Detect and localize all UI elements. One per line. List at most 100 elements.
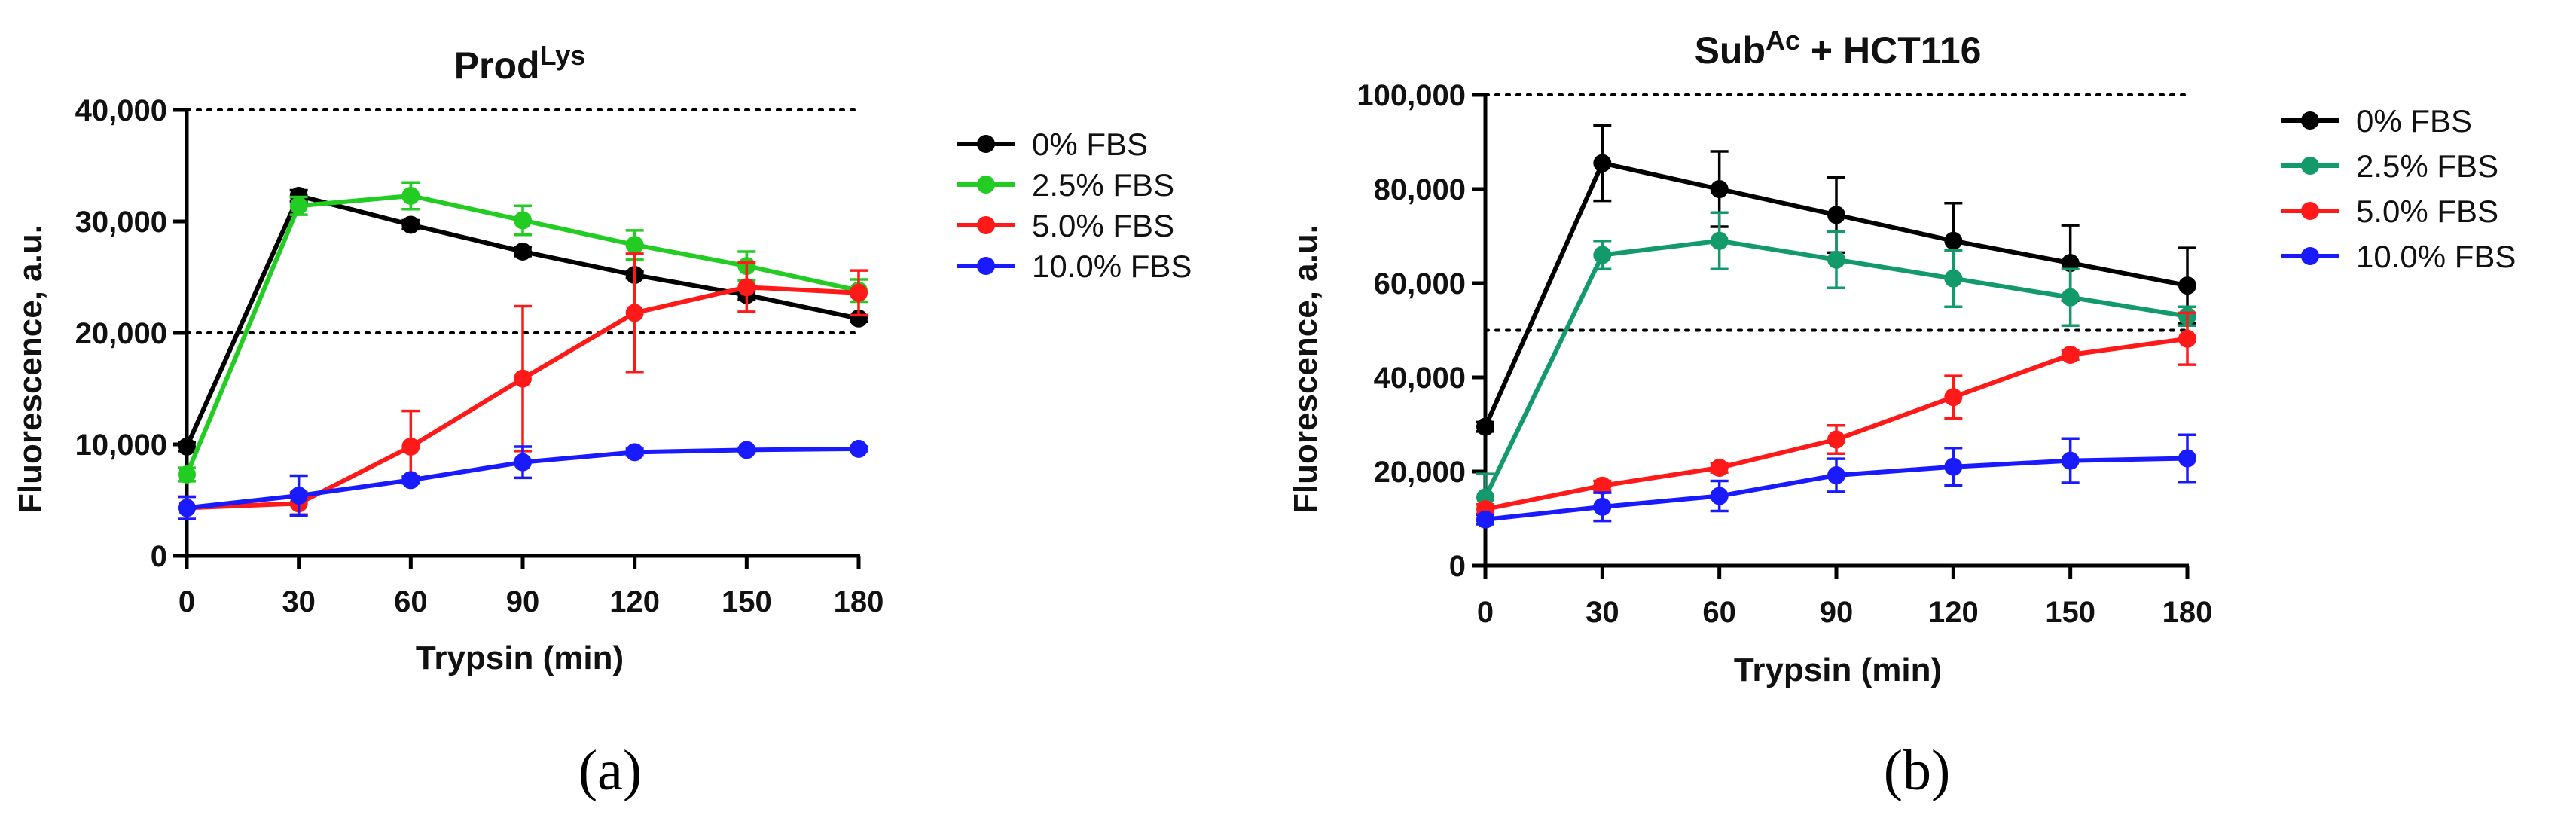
data-point-b-2-6 — [2178, 329, 2196, 348]
data-point-a-2-5 — [737, 278, 756, 297]
legend-item-b-3: 10.0% FBS — [2281, 239, 2516, 274]
legend-marker-a-3 — [977, 257, 995, 275]
data-point-b-0-1 — [1593, 154, 1612, 172]
data-point-b-1-1 — [1593, 246, 1612, 264]
series-b-3 — [1476, 433, 2196, 529]
legend-marker-b-1 — [2301, 157, 2319, 175]
data-point-a-2-2 — [401, 437, 420, 456]
x-tick-label-b-0: 0 — [1477, 596, 1494, 629]
data-point-a-2-6 — [850, 283, 868, 302]
series-a-3 — [178, 439, 868, 520]
legend-label-a-2: 5.0% FBS — [1032, 208, 1174, 243]
panel-label-a: (a) — [578, 739, 642, 802]
y-tick-label-a-1: 10,000 — [75, 429, 167, 462]
title-main-b: Sub — [1695, 29, 1766, 72]
legend-item-a-0: 0% FBS — [957, 127, 1148, 162]
x-tick-label-a-5: 150 — [722, 585, 772, 618]
y-tick-label-a-0: 0 — [151, 540, 167, 573]
y-tick-label-b-1: 20,000 — [1374, 456, 1466, 489]
data-point-a-3-4 — [625, 443, 644, 462]
x-tick-label-a-4: 120 — [609, 585, 660, 618]
data-point-b-0-0 — [1476, 417, 1494, 436]
x-tick-label-a-1: 30 — [282, 585, 316, 618]
data-point-a-3-6 — [850, 439, 868, 458]
y-tick-label-b-5: 100,000 — [1357, 79, 1466, 112]
y-tick-label-b-2: 40,000 — [1374, 362, 1466, 395]
x-tick-label-b-1: 30 — [1586, 596, 1619, 629]
y-tick-label-a-2: 20,000 — [75, 317, 167, 350]
data-point-b-3-2 — [1710, 487, 1729, 505]
data-point-a-2-4 — [625, 304, 644, 322]
data-point-b-3-3 — [1827, 466, 1845, 484]
legend-item-a-2: 5.0% FBS — [957, 208, 1174, 243]
legend-label-b-3: 10.0% FBS — [2356, 239, 2516, 274]
y-tick-label-b-4: 80,000 — [1374, 173, 1466, 206]
y-tick-label-a-3: 30,000 — [75, 206, 167, 239]
panel-label-b: (b) — [1884, 739, 1951, 802]
data-point-a-3-3 — [514, 453, 532, 472]
x-axis-title-a: Trypsin (min) — [416, 639, 624, 676]
data-point-b-3-1 — [1593, 497, 1612, 516]
x-tick-label-b-4: 120 — [1928, 596, 1979, 629]
data-point-b-3-4 — [1944, 457, 1963, 476]
x-axis-title-b: Trypsin (min) — [1734, 652, 1942, 688]
data-point-b-2-3 — [1827, 430, 1845, 449]
data-point-b-0-4 — [1944, 231, 1963, 250]
data-point-b-3-6 — [2178, 449, 2196, 468]
legend-marker-a-2 — [977, 216, 995, 234]
data-point-a-3-5 — [737, 441, 756, 459]
x-tick-label-a-2: 60 — [394, 585, 428, 618]
data-point-b-3-0 — [1476, 510, 1494, 529]
legend-marker-b-2 — [2301, 202, 2319, 220]
data-point-a-0-2 — [401, 215, 420, 234]
data-point-a-2-3 — [514, 369, 532, 388]
data-point-b-2-2 — [1710, 459, 1729, 477]
legend-item-a-1: 2.5% FBS — [957, 167, 1174, 203]
legend-marker-b-3 — [2301, 247, 2319, 265]
legend-label-a-1: 2.5% FBS — [1032, 167, 1174, 203]
legend-label-a-3: 10.0% FBS — [1032, 249, 1192, 284]
legend-item-b-2: 5.0% FBS — [2281, 194, 2498, 229]
data-point-a-3-2 — [401, 471, 420, 490]
y-tick-label-b-0: 0 — [1449, 550, 1466, 583]
chart-panel-b: SubAc + HCT116 0 20,000 40,000 60,000 80,000… — [1287, 25, 2516, 802]
legend-label-b-2: 5.0% FBS — [2356, 194, 2498, 229]
x-tick-label-a-6: 180 — [834, 585, 884, 618]
data-point-b-0-3 — [1827, 206, 1845, 224]
data-point-a-1-4 — [625, 236, 644, 255]
data-point-a-1-0 — [178, 465, 196, 484]
data-point-a-1-2 — [401, 186, 420, 205]
x-tick-label-a-0: 0 — [179, 585, 195, 618]
data-point-b-0-5 — [2061, 254, 2080, 273]
y-tick-label-a-4: 40,000 — [75, 94, 167, 127]
data-point-a-0-3 — [514, 242, 532, 261]
data-point-a-3-0 — [178, 499, 196, 517]
chart-title-a: ProdLys — [454, 40, 586, 87]
data-point-b-1-2 — [1710, 231, 1729, 250]
legend-marker-a-1 — [977, 176, 995, 194]
data-point-a-1-3 — [514, 211, 532, 230]
series-a-2 — [178, 252, 868, 520]
title-suffix-b: + HCT116 — [1800, 29, 1981, 72]
chart-title-b: SubAc + HCT116 — [1695, 25, 1982, 72]
x-tick-label-b-5: 150 — [2045, 596, 2095, 629]
title-superscript-b: Ac — [1766, 25, 1800, 56]
legend-marker-a-0 — [977, 135, 995, 153]
y-tick-label-b-3: 60,000 — [1374, 267, 1466, 301]
data-point-b-2-1 — [1593, 476, 1612, 495]
x-tick-label-b-3: 90 — [1820, 596, 1854, 629]
legend-label-b-1: 2.5% FBS — [2356, 148, 2498, 184]
data-point-a-0-0 — [178, 437, 196, 456]
data-point-b-0-2 — [1710, 180, 1729, 198]
legend-item-b-0: 0% FBS — [2281, 103, 2472, 139]
data-point-b-0-6 — [2178, 276, 2196, 295]
data-point-b-1-5 — [2061, 288, 2080, 307]
legend-label-a-0: 0% FBS — [1032, 127, 1148, 162]
title-superscript-a: Lys — [540, 40, 586, 71]
y-axis-title-a: Fluorescence, a.u. — [12, 224, 49, 514]
x-tick-label-b-2: 60 — [1702, 596, 1736, 629]
chart-panel-a: ProdLys 0 10,000 20,000 30,000 40,000 0 30 60 90… — [12, 40, 1192, 802]
data-point-b-1-4 — [1944, 269, 1963, 288]
legend-label-b-0: 0% FBS — [2356, 103, 2472, 139]
